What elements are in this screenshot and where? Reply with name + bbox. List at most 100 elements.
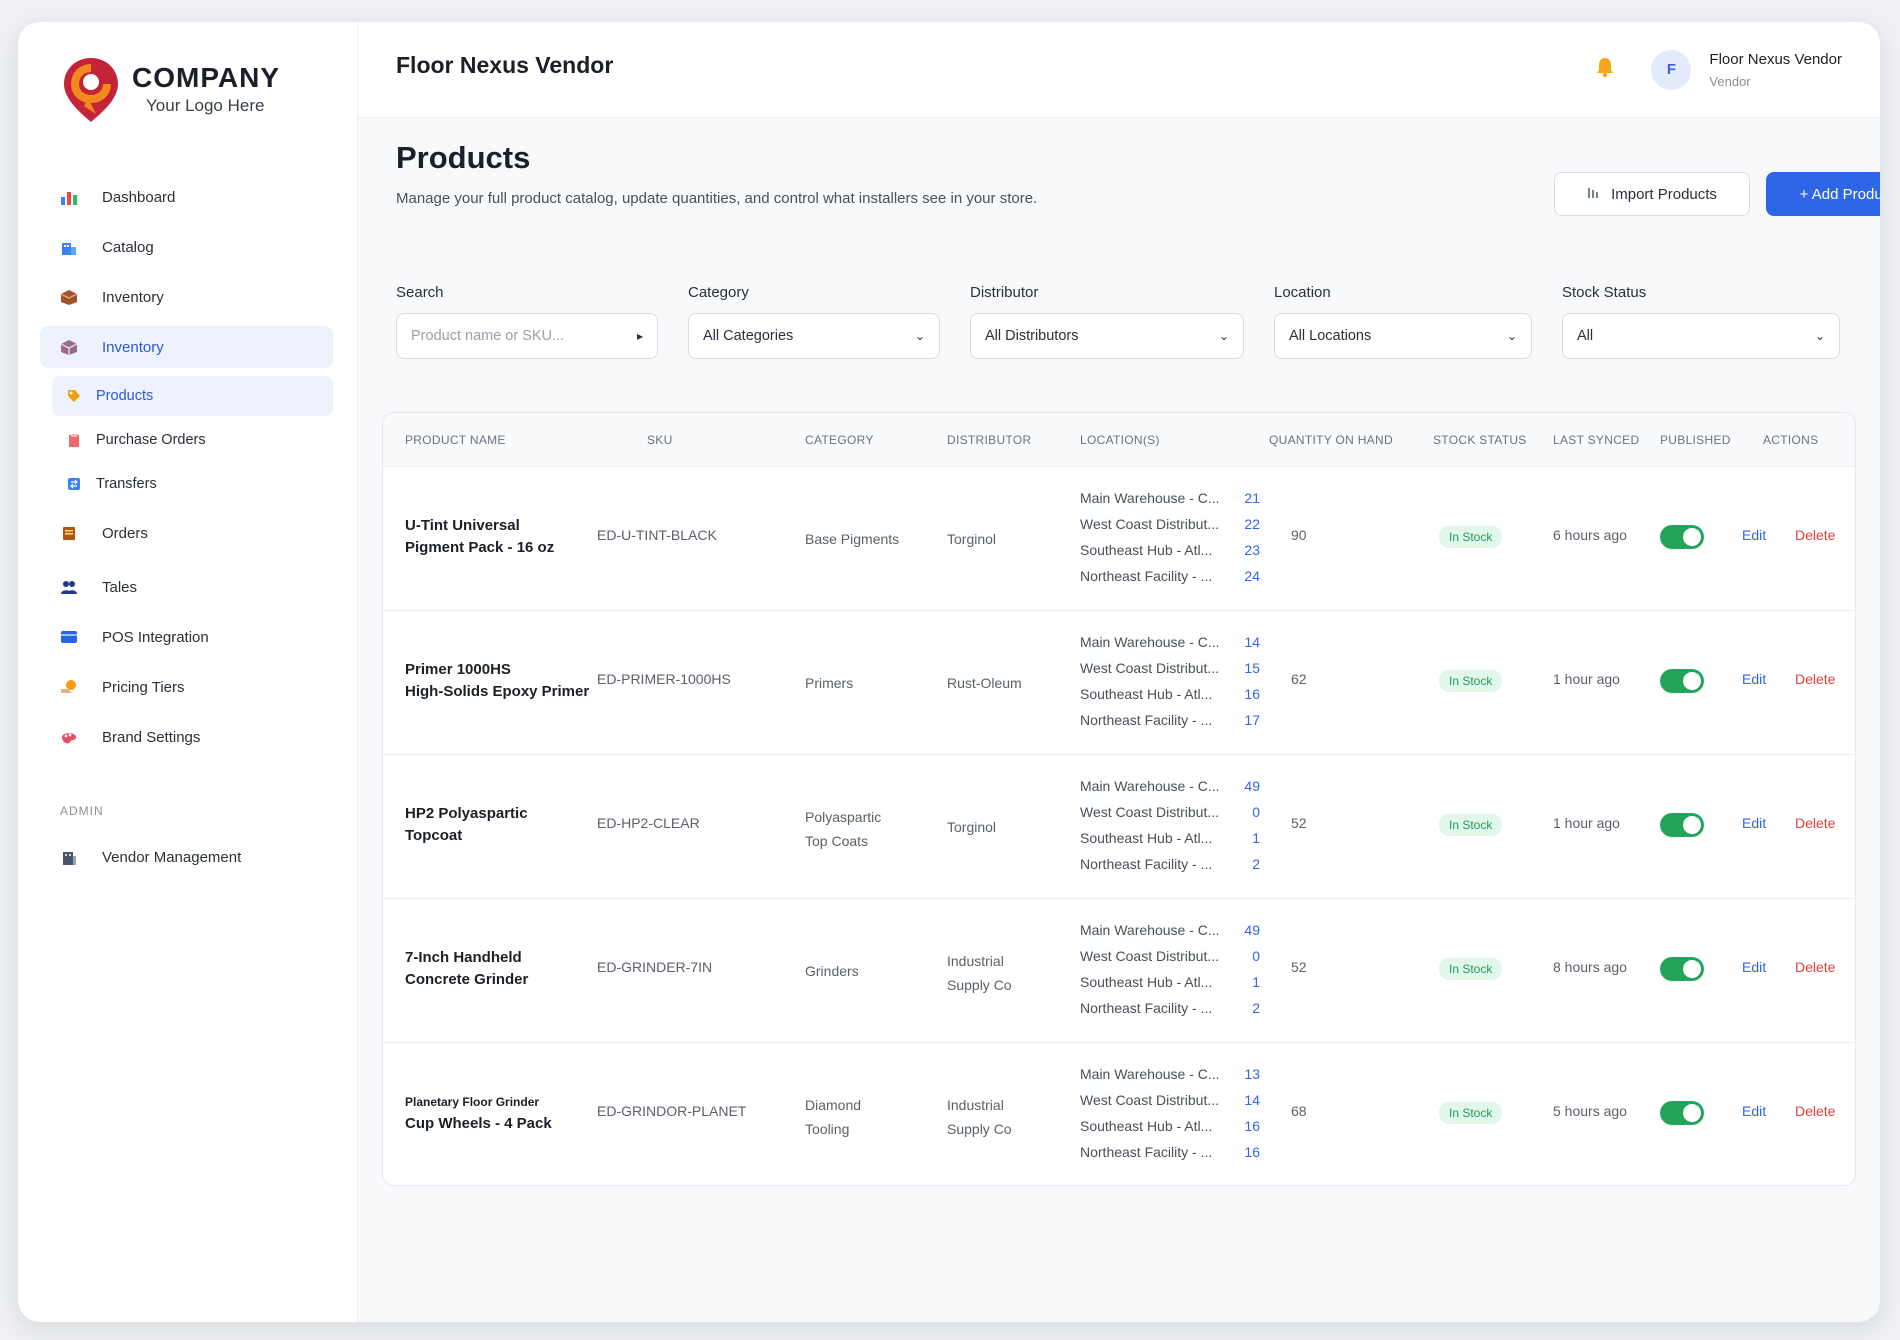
product-name[interactable]: Planetary Floor Grinder Cup Wheels - 4 Pa… — [405, 1091, 605, 1135]
location-quantity[interactable]: 15 — [1244, 660, 1260, 676]
sidebar-item-pos-integration[interactable]: POS Integration — [40, 616, 333, 658]
sidebar-item-orders[interactable]: Orders — [40, 512, 333, 554]
location-quantity[interactable]: 21 — [1244, 490, 1260, 506]
delete-link[interactable]: Delete — [1795, 527, 1836, 543]
location-name: West Coast Distribut... — [1080, 660, 1220, 676]
col-category[interactable]: CATEGORY — [805, 433, 874, 447]
col-stock-status[interactable]: STOCK STATUS — [1433, 433, 1527, 447]
add-product-button[interactable]: + Add Product — [1766, 172, 1880, 216]
product-name[interactable]: 7-Inch Handheld Concrete Grinder — [405, 947, 605, 991]
coin-icon — [60, 678, 78, 696]
search-input[interactable]: Product name or SKU... ▸ — [396, 313, 658, 359]
table-row[interactable]: HP2 Polyaspartic Topcoat ED-HP2-CLEAR Polya… — [383, 755, 1855, 899]
published-toggle[interactable] — [1660, 669, 1704, 693]
stock-status-badge: In Stock — [1439, 814, 1503, 836]
col-published[interactable]: PUBLISHED — [1660, 433, 1731, 447]
product-sku: ED-GRINDER-7IN — [597, 959, 713, 975]
transfer-icon — [66, 476, 82, 492]
avatar[interactable]: F — [1651, 49, 1692, 90]
published-toggle[interactable] — [1660, 813, 1704, 837]
table-row[interactable]: U-Tint Universal Pigment Pack - 16 oz ED-U… — [383, 467, 1855, 611]
location-quantity[interactable]: 49 — [1244, 778, 1260, 794]
col-sku[interactable]: SKU — [647, 433, 673, 447]
published-toggle[interactable] — [1660, 525, 1704, 549]
published-toggle[interactable] — [1660, 1101, 1704, 1125]
sidebar-subitem-transfers[interactable]: Transfers — [52, 464, 333, 504]
table-row[interactable]: 7-Inch Handheld Concrete Grinder ED-GRINDE… — [383, 899, 1855, 1043]
product-name[interactable]: U-Tint Universal Pigment Pack - 16 oz — [405, 515, 605, 559]
location-quantity[interactable]: 16 — [1244, 686, 1260, 702]
sidebar-item-tales[interactable]: Tales — [40, 566, 333, 608]
delete-link[interactable]: Delete — [1795, 671, 1836, 687]
location-quantity[interactable]: 0 — [1252, 804, 1260, 820]
col-distributor[interactable]: DISTRIBUTOR — [947, 433, 1032, 447]
company-logo[interactable]: COMPANY Your Logo Here — [40, 48, 333, 130]
location-item: Northeast Facility - ... 2 — [1080, 995, 1260, 1021]
col-locations[interactable]: LOCATION(S) — [1080, 433, 1160, 447]
edit-link[interactable]: Edit — [1742, 959, 1767, 975]
published-toggle[interactable] — [1660, 957, 1704, 981]
delete-link[interactable]: Delete — [1795, 1103, 1836, 1119]
sidebar-item-pricing-tiers[interactable]: Pricing Tiers — [40, 666, 333, 708]
location-list: Main Warehouse - C... 13 West Coast Distri… — [1080, 1061, 1260, 1165]
location-list: Main Warehouse - C... 49 West Coast Distri… — [1080, 773, 1260, 877]
location-quantity[interactable]: 2 — [1252, 1000, 1260, 1016]
location-select[interactable]: All Locations ⌄ — [1274, 313, 1532, 359]
sidebar-item-dashboard[interactable]: Dashboard — [40, 176, 333, 218]
location-quantity[interactable]: 24 — [1244, 568, 1260, 584]
search-icon: ▸ — [636, 329, 643, 343]
location-quantity[interactable]: 1 — [1252, 830, 1260, 846]
edit-link[interactable]: Edit — [1742, 527, 1767, 543]
sidebar-subitem-label: Transfers — [96, 476, 157, 492]
location-item: Main Warehouse - C... 49 — [1080, 917, 1260, 943]
location-item: West Coast Distribut... 0 — [1080, 799, 1260, 825]
table-row[interactable]: Primer 1000HS High-Solids Epoxy Primer ED-… — [383, 611, 1855, 755]
quantity-on-hand: 68 — [1291, 1103, 1307, 1119]
sidebar-item-inventory-active[interactable]: Inventory — [40, 326, 333, 368]
location-name: Northeast Facility - ... — [1080, 712, 1213, 728]
table-row[interactable]: Planetary Floor Grinder Cup Wheels - 4 Pa… — [383, 1043, 1855, 1185]
user-info[interactable]: Floor Nexus Vendor Vendor — [1709, 51, 1842, 89]
location-quantity[interactable]: 16 — [1244, 1144, 1260, 1160]
location-quantity[interactable]: 23 — [1244, 542, 1260, 558]
location-quantity[interactable]: 13 — [1244, 1066, 1260, 1082]
sidebar-subitem-purchase-orders[interactable]: Purchase Orders — [52, 420, 333, 460]
location-quantity[interactable]: 1 — [1252, 974, 1260, 990]
product-distributor: Industrial Supply Co — [947, 949, 1012, 997]
edit-link[interactable]: Edit — [1742, 1103, 1767, 1119]
distributor-select[interactable]: All Distributors ⌄ — [970, 313, 1244, 359]
location-quantity[interactable]: 22 — [1244, 516, 1260, 532]
product-name[interactable]: HP2 Polyaspartic Topcoat — [405, 803, 605, 847]
location-quantity[interactable]: 49 — [1244, 922, 1260, 938]
stock-status-filter: Stock Status All ⌄ — [1562, 284, 1840, 359]
tag-icon — [66, 388, 82, 404]
location-quantity[interactable]: 16 — [1244, 1118, 1260, 1134]
sidebar-subitem-products[interactable]: Products — [52, 376, 333, 416]
product-distributor: Industrial Supply Co — [947, 1093, 1012, 1141]
bell-icon[interactable] — [1595, 56, 1615, 84]
location-quantity[interactable]: 0 — [1252, 948, 1260, 964]
location-quantity[interactable]: 17 — [1244, 712, 1260, 728]
delete-link[interactable]: Delete — [1795, 959, 1836, 975]
col-product-name[interactable]: PRODUCT NAME — [405, 433, 506, 447]
delete-link[interactable]: Delete — [1795, 815, 1836, 831]
sidebar-item-catalog[interactable]: Catalog — [40, 226, 333, 268]
sidebar-subitem-label: Products — [96, 388, 154, 404]
sidebar-item-inventory[interactable]: Inventory — [40, 276, 333, 318]
col-last-synced[interactable]: LAST SYNCED — [1553, 433, 1640, 447]
product-name[interactable]: Primer 1000HS High-Solids Epoxy Primer — [405, 659, 605, 703]
import-products-button[interactable]: Import Products — [1554, 172, 1750, 216]
col-quantity[interactable]: QUANTITY ON HAND — [1269, 433, 1393, 447]
location-name: West Coast Distribut... — [1080, 1092, 1220, 1108]
location-quantity[interactable]: 14 — [1244, 1092, 1260, 1108]
product-name-line2: Pigment Pack - 16 oz — [405, 539, 555, 556]
search-filter: Search Product name or SKU... ▸ — [396, 284, 658, 359]
edit-link[interactable]: Edit — [1742, 671, 1767, 687]
edit-link[interactable]: Edit — [1742, 815, 1767, 831]
location-quantity[interactable]: 2 — [1252, 856, 1260, 872]
location-quantity[interactable]: 14 — [1244, 634, 1260, 650]
stock-status-select[interactable]: All ⌄ — [1562, 313, 1840, 359]
category-select[interactable]: All Categories ⌄ — [688, 313, 940, 359]
sidebar-item-vendor-management[interactable]: Vendor Management — [40, 836, 333, 878]
sidebar-item-brand-settings[interactable]: Brand Settings — [40, 716, 333, 758]
